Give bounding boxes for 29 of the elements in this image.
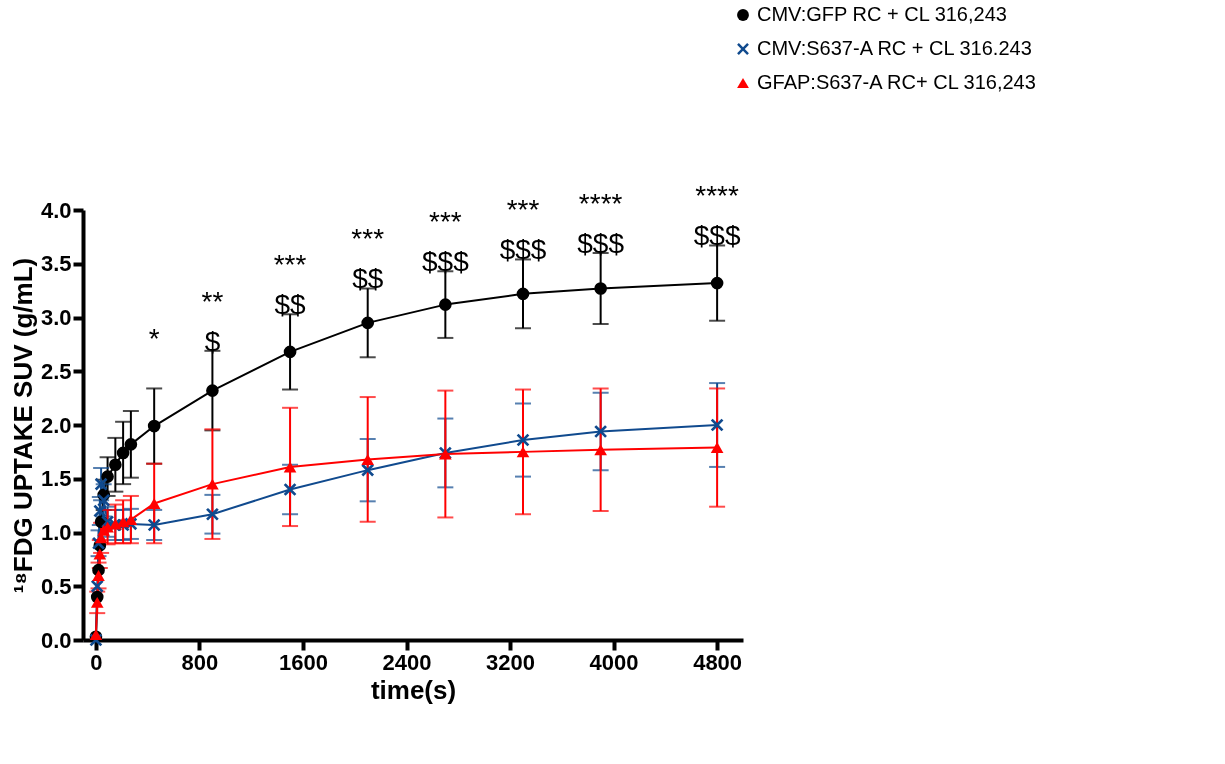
y-tick-label: 1.0 (40, 520, 72, 545)
x-tick-label: 800 (181, 649, 219, 675)
annotation: * (148, 323, 160, 355)
annotation: *** $$$ (421, 206, 470, 278)
legend-label: CMV:GFP RC + CL 316,243 (757, 3, 1007, 25)
y-tick-label: 0.5 (40, 573, 72, 599)
y-axis-title: ¹⁸FDG UPTAKE SUV (g/mL) (7, 257, 38, 594)
x-tick-label: 3200 (486, 649, 536, 675)
y-tick-label: 3.5 (40, 251, 72, 277)
y-tick-label: 2.5 (40, 358, 72, 384)
x-axis-title: time(s) (370, 674, 457, 705)
annotation: *** $$ (351, 223, 385, 295)
legend-label: GFAP:S637-A RC+ CL 316,243 (757, 71, 1036, 93)
x-tick-label: 1600 (279, 649, 328, 675)
legend-label: CMV:S637-A RC + CL 316.243 (757, 37, 1032, 59)
x-tick-label: 4800 (693, 649, 743, 675)
annotation: *** $$ (273, 249, 307, 321)
y-tick-label: 1.5 (40, 466, 72, 492)
y-tick-label: 0.0 (40, 627, 72, 653)
x-tick-label: 4000 (589, 649, 639, 675)
y-tick-label: 3.0 (40, 305, 72, 330)
y-tick-label: 4.0 (40, 197, 72, 223)
annotation: **** $$$ (693, 180, 741, 252)
annotation: *** $$$ (499, 194, 547, 266)
x-tick-label: 2400 (382, 649, 432, 675)
annotation: **** $$$ (577, 188, 625, 259)
annotation: ** $ (201, 285, 224, 357)
y-tick-label: 2.0 (40, 412, 72, 438)
x-tick-label: 0 (90, 649, 103, 675)
